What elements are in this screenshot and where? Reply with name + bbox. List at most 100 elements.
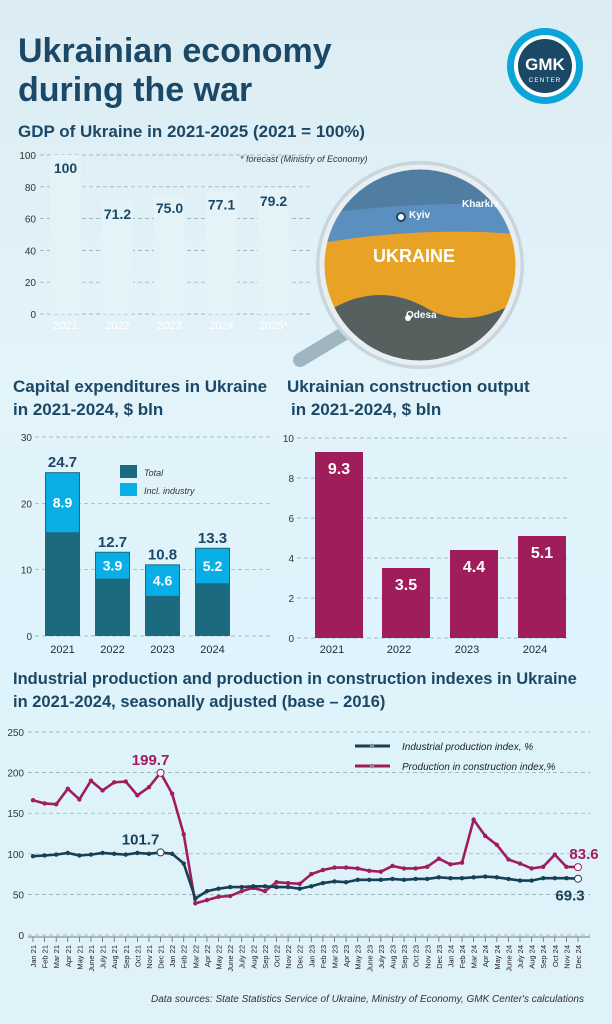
- index-x-tick-label: Nov 24: [562, 945, 571, 969]
- gmk-center-logo: GMK CENTER: [507, 28, 583, 104]
- capex-y-tick-label: 30: [21, 433, 33, 444]
- index-point-construction: [309, 871, 314, 877]
- index-point-construction: [181, 832, 186, 837]
- index-point-industrial: [343, 880, 349, 885]
- gdp-chart-title: GDP of Ukraine in 2021-2025 (2021 = 100%…: [18, 122, 365, 141]
- index-x-tick-label: May 22: [215, 945, 224, 970]
- index-x-tick-label: Sep 21: [122, 945, 131, 969]
- index-y-tick-label: 50: [13, 890, 25, 901]
- gdp-bar-value-label: 71.2: [104, 206, 131, 222]
- index-x-tick-label: July 22: [238, 945, 247, 969]
- index-x-tick-label: Oct 21: [133, 945, 142, 967]
- index-point-construction: [413, 866, 418, 871]
- construction-y-tick-label: 4: [288, 554, 294, 565]
- index-x-tick-label: Nov 22: [284, 945, 293, 969]
- index-y-tick-label: 0: [18, 931, 24, 942]
- svg-text:GMK: GMK: [525, 55, 565, 74]
- index-x-tick-label: June 23: [365, 945, 374, 972]
- index-point-industrial: [42, 853, 47, 858]
- construction-title-line-1: Ukrainian construction output: [287, 377, 530, 396]
- gdp-bar-value-label: 100: [54, 160, 78, 176]
- construction-x-tick-label: 2023: [455, 644, 479, 656]
- index-point-construction: [494, 842, 500, 848]
- construction-bar-value-label: 4.4: [463, 559, 485, 576]
- index-x-tick-label: Apr 21: [64, 945, 73, 967]
- index-point-construction: [30, 798, 36, 803]
- construction-bar-value-label: 3.5: [395, 577, 417, 594]
- index-point-construction: [227, 893, 233, 899]
- index-point-construction: [436, 856, 442, 861]
- index-legend-marker: [369, 743, 375, 749]
- index-x-tick-label: Dec 21: [157, 945, 166, 969]
- index-point-industrial: [425, 876, 430, 882]
- index-point-construction: [320, 867, 326, 873]
- construction-y-tick-label: 2: [288, 594, 294, 605]
- index-y-tick-label: 250: [7, 728, 24, 739]
- index-chart-title: Industrial production and production in …: [13, 668, 577, 714]
- index-point-industrial: [262, 884, 268, 889]
- index-highlight-point: [156, 848, 165, 857]
- index-highlight-point: [574, 863, 582, 872]
- index-point-industrial: [459, 875, 465, 881]
- index-point-industrial: [135, 850, 140, 856]
- index-point-industrial: [30, 854, 36, 859]
- construction-x-tick-label: 2022: [387, 644, 411, 656]
- gdp-bar: [154, 194, 185, 314]
- index-point-construction: [517, 861, 523, 866]
- index-x-tick-label: Oct 23: [412, 945, 421, 967]
- index-highlight-point: [574, 874, 582, 883]
- index-point-construction: [297, 881, 302, 887]
- index-point-industrial: [483, 874, 488, 879]
- index-annotation: 83.6: [569, 846, 598, 863]
- capex-y-tick-label: 10: [21, 566, 33, 577]
- index-point-industrial: [320, 880, 326, 886]
- map-country-label: UKRAINE: [373, 246, 456, 266]
- index-legend-label: Production in construction index,%: [402, 762, 556, 773]
- index-annotation: 101.7: [122, 831, 160, 848]
- index-x-tick-label: Feb 23: [319, 945, 328, 968]
- map-city-kharkiv: Kharkiv: [462, 199, 499, 210]
- index-point-industrial: [390, 876, 395, 882]
- index-annotation: 69.3: [555, 888, 584, 905]
- index-point-industrial: [239, 884, 244, 890]
- capex-total-label: 13.3: [198, 530, 227, 547]
- index-point-industrial: [100, 850, 105, 856]
- index-x-tick-label: July 21: [99, 945, 108, 969]
- capex-total-label: 12.7: [98, 534, 127, 551]
- index-point-construction: [483, 833, 488, 839]
- gdp-bar-value-label: 77.1: [208, 196, 235, 212]
- index-point-industrial: [285, 884, 291, 890]
- gdp-x-tick-label: 2021: [53, 320, 77, 332]
- construction-y-tick-label: 10: [283, 434, 295, 445]
- index-x-tick-label: Mar 24: [470, 945, 479, 968]
- index-point-industrial: [53, 852, 59, 857]
- construction-bar: [450, 550, 498, 638]
- index-point-construction: [123, 779, 128, 784]
- capex-industry-bar: [46, 473, 79, 533]
- index-point-construction: [88, 778, 94, 783]
- index-point-construction: [135, 793, 140, 798]
- index-point-construction: [459, 860, 465, 865]
- gdp-y-tick-label: 40: [25, 246, 37, 257]
- index-x-tick-label: Mar 21: [52, 945, 61, 968]
- index-point-industrial: [378, 877, 384, 882]
- index-point-industrial: [494, 875, 500, 880]
- capex-y-tick-label: 20: [21, 499, 33, 510]
- index-point-construction: [193, 901, 198, 906]
- index-highlight-point: [156, 768, 165, 777]
- index-point-industrial: [541, 875, 546, 881]
- construction-bar: [382, 568, 430, 638]
- index-point-construction: [77, 797, 82, 802]
- index-point-industrial: [193, 896, 198, 901]
- index-x-tick-label: May 24: [493, 945, 502, 970]
- index-point-industrial: [552, 875, 558, 881]
- legend-swatch-total: [120, 465, 137, 478]
- index-x-tick-label: Aug 23: [388, 945, 397, 969]
- construction-bar: [315, 452, 363, 638]
- capex-industry-bar: [96, 552, 129, 579]
- index-point-construction: [42, 801, 47, 806]
- index-point-industrial: [506, 876, 511, 882]
- index-x-tick-label: Nov 23: [423, 945, 432, 969]
- page-title: Ukrainian economy during the war: [18, 32, 332, 110]
- index-point-industrial: [227, 884, 233, 890]
